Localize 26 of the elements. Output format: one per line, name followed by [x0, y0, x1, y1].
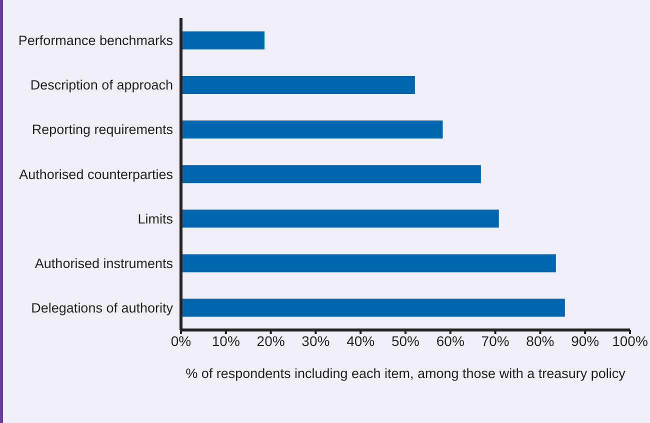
- bar: [181, 254, 556, 272]
- x-tick-label: 70%: [481, 332, 510, 349]
- bar: [181, 298, 565, 317]
- y-tick-label: Reporting requirements: [32, 122, 174, 138]
- x-tick-label: 90%: [571, 332, 600, 349]
- x-tick-label: 30%: [302, 332, 330, 349]
- x-axis-title: % of respondents including each item, among those with a treasury policy: [186, 366, 626, 381]
- x-tick-label: 50%: [391, 332, 420, 349]
- bar: [181, 165, 481, 184]
- x-tick-label: 60%: [436, 332, 464, 349]
- x-tick-label: 10%: [212, 332, 240, 349]
- y-tick-label: Delegations of authority: [31, 300, 174, 316]
- x-tick-label: 80%: [526, 332, 554, 349]
- bar: [181, 120, 443, 139]
- bar: [181, 31, 265, 50]
- x-tick-label: 20%: [256, 332, 285, 349]
- bar: [181, 210, 499, 228]
- y-tick-label: Performance benchmarks: [18, 33, 174, 48]
- y-tick-label: Authorised instruments: [34, 256, 174, 271]
- x-tick-label: 40%: [346, 332, 375, 349]
- y-tick-label: Limits: [138, 211, 174, 226]
- y-tick-label: Authorised counterparties: [19, 166, 174, 182]
- x-tick-label: 0%: [170, 332, 192, 349]
- bar: [181, 76, 415, 94]
- x-tick-label: 100%: [612, 332, 648, 349]
- y-tick-label: Description of approach: [30, 78, 173, 93]
